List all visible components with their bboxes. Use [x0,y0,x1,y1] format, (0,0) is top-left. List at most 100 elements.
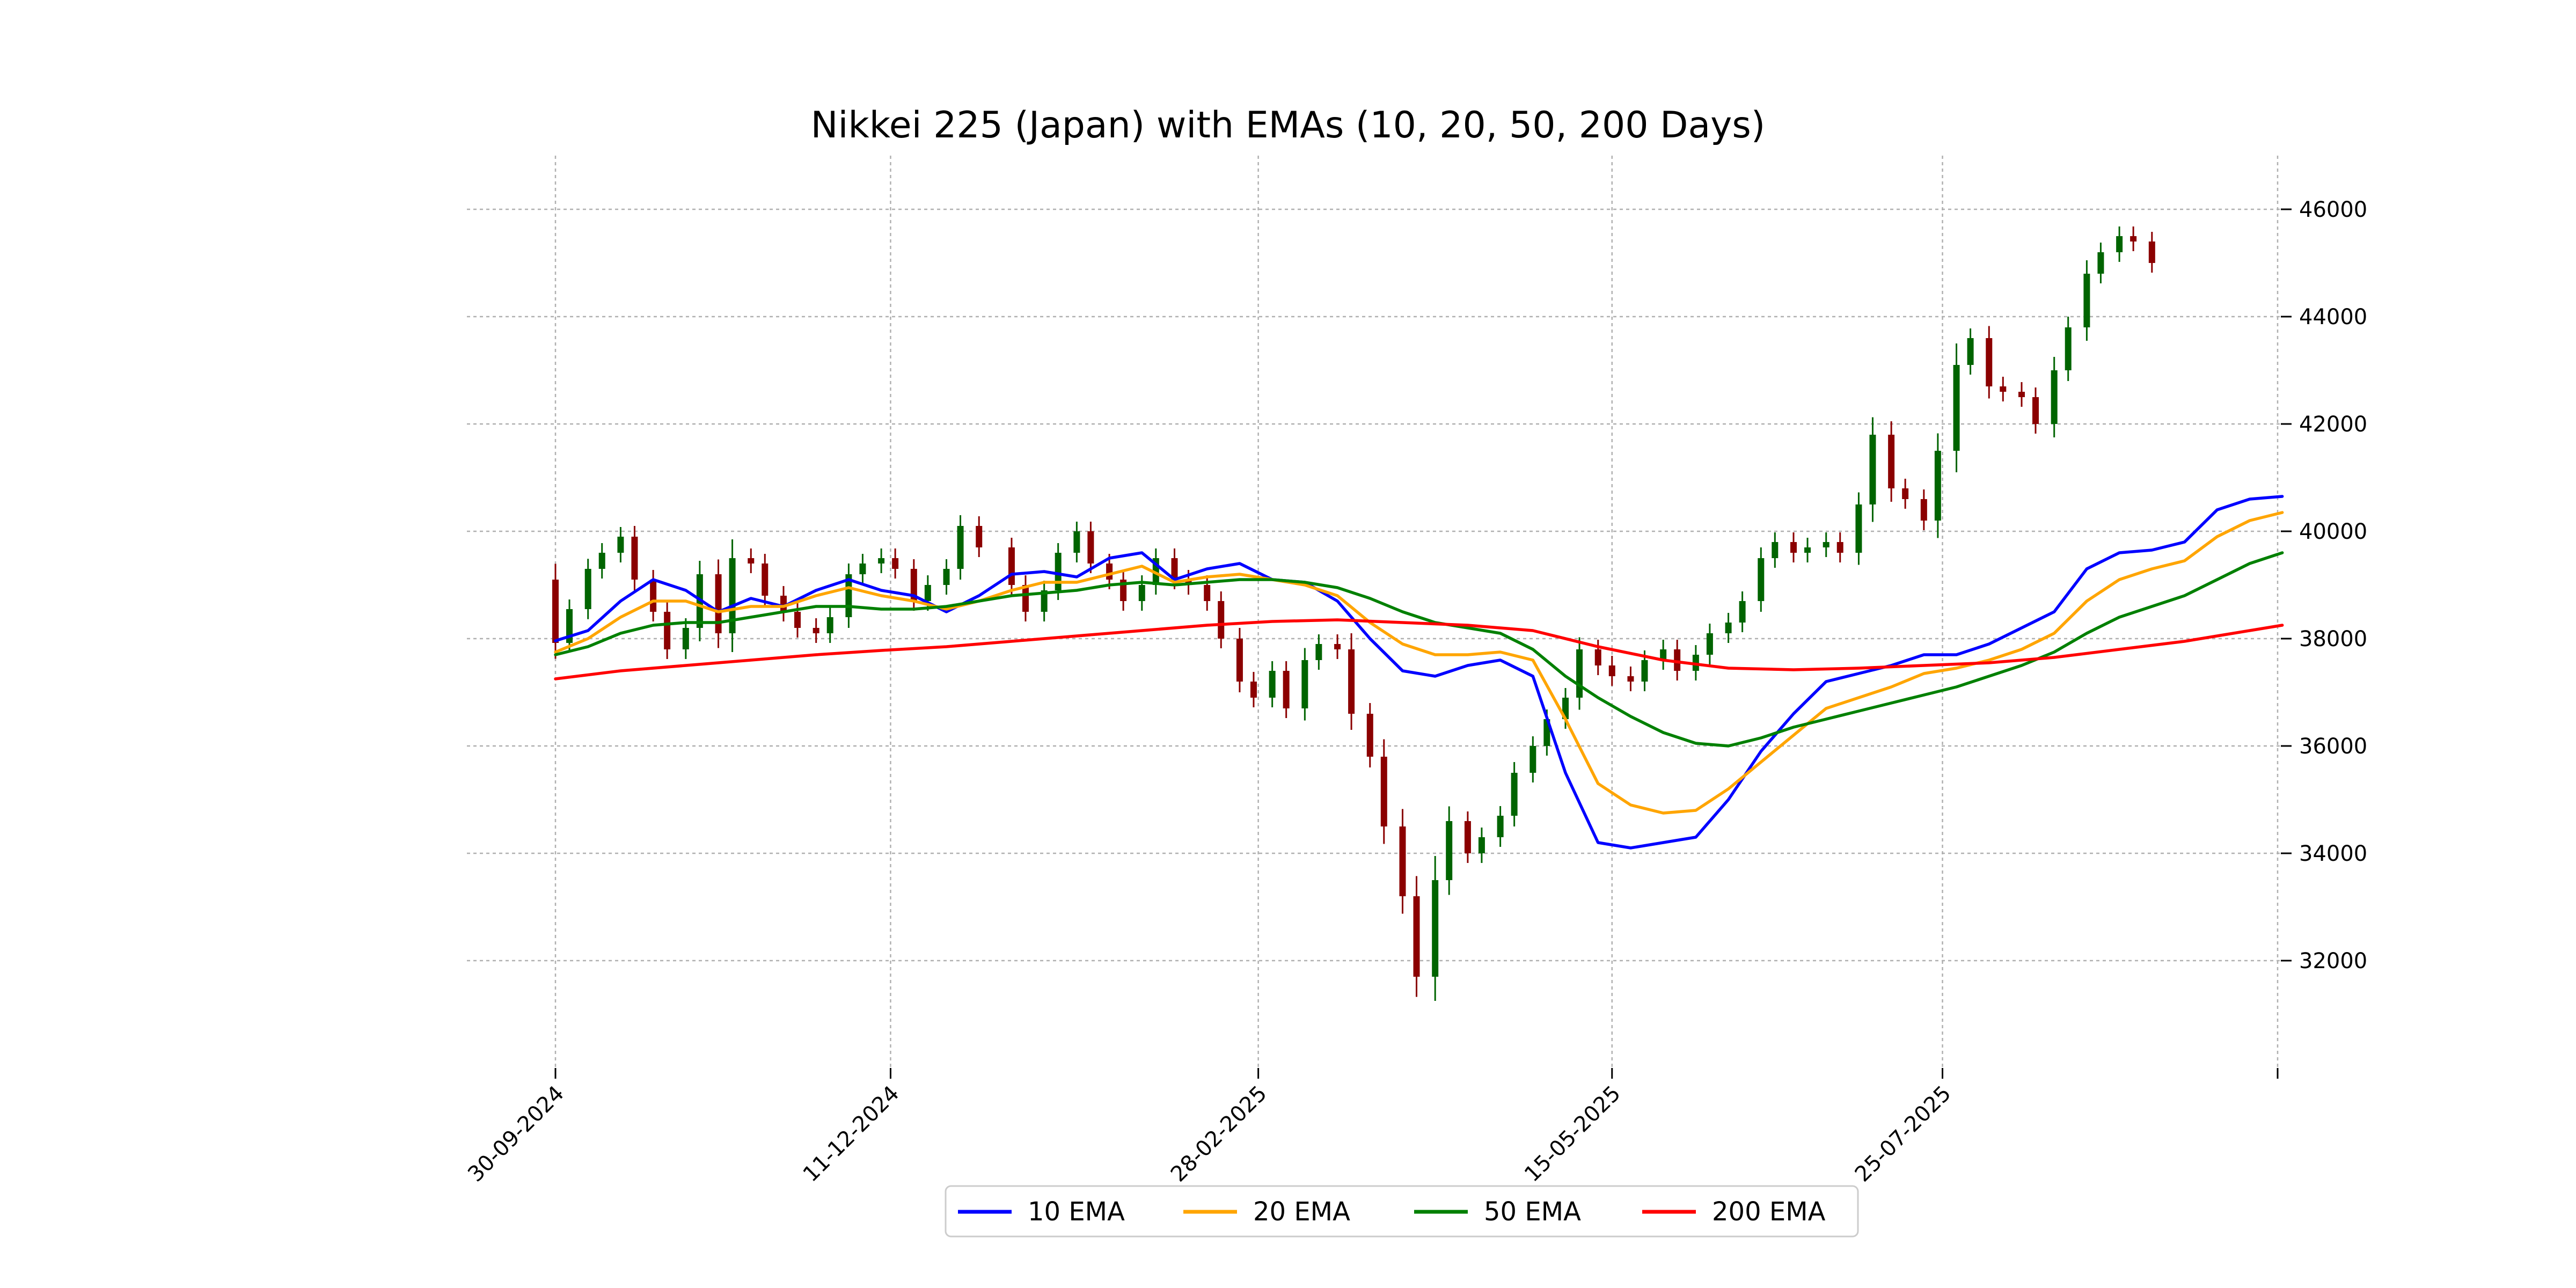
candle [1804,538,1811,562]
candle [1869,417,1876,522]
candle-body [598,553,605,569]
legend: 10 EMA 20 EMA 50 EMA 200 EMA [945,1185,1859,1238]
candle [1934,433,1941,538]
candle [1725,613,1732,643]
candle [552,564,559,659]
candle-body [1399,826,1406,896]
candle-body [826,617,833,633]
candle [1674,640,1681,680]
candle-body [1836,542,1843,553]
candle [1790,532,1797,562]
y-axis: 32000 34000 36000 38000 40000 42000 44000 46000 [2281,197,2367,974]
candle-body [976,526,983,547]
x-tick-label: 15-05-2025 [1520,1081,1626,1187]
candle [1432,856,1439,1001]
candle-body [1380,757,1387,826]
candle-body [1627,676,1634,682]
candle [859,554,866,584]
candle-body [1301,660,1308,708]
candle [1087,522,1094,573]
chart-title: Nikkei 225 (Japan) with EMAs (10, 20, 50… [811,104,1766,147]
candle-body [1967,338,1974,365]
candle-body [552,580,559,643]
candle-body [1594,649,1601,665]
candle [1315,634,1322,670]
candle [1823,532,1829,557]
y-tick-label: 42000 [2299,412,2367,437]
legend-frame [945,1185,1859,1238]
legend-label: 20 EMA [1253,1197,1350,1227]
candlestick-series [552,226,2155,1001]
candle [1366,703,1373,767]
ema-line-20 [554,511,2284,815]
candle-body [2116,236,2123,252]
x-tick-label: 25-07-2025 [1850,1081,1956,1187]
candle [598,543,605,579]
candle-body [892,558,899,569]
candle [1399,809,1406,914]
candle [957,515,964,580]
y-tick-label: 40000 [2299,519,2367,544]
y-tick-label: 38000 [2299,627,2367,652]
candle-body [2000,386,2007,392]
candle [2018,382,2025,407]
candle-body [1055,553,1062,590]
candle-body [1902,488,1909,499]
candle [1380,739,1387,844]
candle-body [1250,682,1257,698]
candle-body [1804,547,1811,553]
candle-body [2083,274,2090,327]
candle [1772,532,1779,568]
candle [682,618,689,659]
candle [2083,260,2090,341]
candle-body [1986,338,1993,386]
candle-body [794,612,801,628]
candle [892,548,899,579]
candle [1008,538,1015,595]
candle-body [1008,547,1015,585]
candle [664,602,671,659]
grid-layer [467,156,2281,1068]
candle [2116,226,2123,262]
candle [845,564,852,628]
y-tick-label: 32000 [2299,949,2367,974]
candle-body [1269,671,1276,698]
legend-item: 20 EMA [1183,1197,1350,1227]
candle-body [1869,435,1876,504]
candle-body [1315,644,1322,660]
candle-body [1348,649,1355,714]
candle-body [1641,660,1648,682]
candle [617,527,624,562]
candle-body [1106,564,1113,580]
legend-label: 50 EMA [1484,1197,1581,1227]
candle [1986,326,1993,399]
candle [1529,736,1536,782]
candle [2130,226,2137,251]
candle-body [1674,649,1681,671]
candle-body [924,585,931,601]
candle [1022,575,1029,621]
candle-body [1823,542,1829,547]
candle [584,559,591,619]
candle-body [1934,451,1941,521]
ema-series-layer [554,495,2284,850]
candle-body [1920,499,1927,521]
candle-body [715,574,722,633]
candle-body [1855,504,1862,553]
x-tick-label: 30-09-2024 [463,1081,569,1187]
candle [715,559,722,648]
candle-body [1888,435,1895,488]
candle [2097,243,2104,283]
candle-body [1511,773,1518,816]
candle-body [859,564,866,574]
candle-body [1432,880,1439,977]
x-axis: 30-09-2024 11-12-2024 28-02-2025 15-05-2025… [463,1068,2279,1187]
candle-body [1041,590,1048,612]
candle-body [664,612,671,649]
candle [1608,656,1615,686]
candle-body [2018,392,2025,397]
candle [943,559,950,595]
candle-body [1087,531,1094,564]
candle [1236,628,1243,692]
candle-body [1660,649,1667,660]
